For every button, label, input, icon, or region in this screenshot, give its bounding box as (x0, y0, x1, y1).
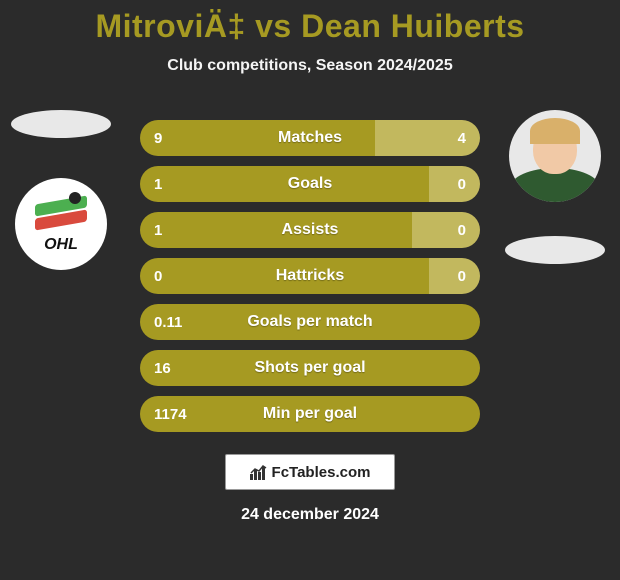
footer-date: 24 december 2024 (0, 506, 620, 524)
stat-row: 00Hattricks (140, 258, 480, 294)
stat-right-bar: 0 (429, 258, 480, 294)
stat-left-bar: 1 (140, 166, 429, 202)
subtitle: Club competitions, Season 2024/2025 (0, 57, 620, 75)
stat-row: 0.11Goals per match (140, 304, 480, 340)
stat-row: 94Matches (140, 120, 480, 156)
stat-right-value: 0 (444, 222, 480, 239)
logo-text: OHL (44, 236, 78, 254)
stat-left-value: 1174 (140, 406, 201, 423)
stats-bars: 94Matches10Goals10Assists00Hattricks0.11… (140, 120, 480, 442)
page-title: MitroviÄ‡ vs Dean Huiberts (0, 0, 620, 45)
stat-right-bar: 0 (412, 212, 480, 248)
stat-left-value: 1 (140, 176, 176, 193)
stat-row: 16Shots per goal (140, 350, 480, 386)
right-player-avatar (509, 110, 601, 202)
stat-left-bar: 1 (140, 212, 412, 248)
stat-left-value: 1 (140, 222, 176, 239)
logo-dot (69, 192, 81, 204)
chart-icon (250, 464, 268, 480)
stat-right-value: 0 (444, 176, 480, 193)
right-player-column (500, 110, 610, 264)
site-badge: FcTables.com (225, 454, 395, 490)
left-club-logo: OHL (15, 178, 107, 270)
stat-left-bar: 0.11 (140, 304, 480, 340)
stat-right-value: 4 (444, 130, 480, 147)
stat-row: 10Goals (140, 166, 480, 202)
stat-right-value: 0 (444, 268, 480, 285)
stat-row: 10Assists (140, 212, 480, 248)
stat-left-value: 0.11 (140, 314, 196, 331)
right-club-avatar (505, 236, 605, 264)
stat-left-value: 0 (140, 268, 176, 285)
stat-left-value: 9 (140, 130, 176, 147)
stat-left-bar: 16 (140, 350, 480, 386)
stat-left-bar: 0 (140, 258, 429, 294)
stat-right-bar: 4 (375, 120, 480, 156)
left-player-avatar (11, 110, 111, 138)
stat-left-value: 16 (140, 360, 185, 377)
site-badge-text: FcTables.com (272, 464, 371, 481)
stat-left-bar: 1174 (140, 396, 480, 432)
left-player-column: OHL (6, 110, 116, 270)
stat-right-bar: 0 (429, 166, 480, 202)
stat-left-bar: 9 (140, 120, 375, 156)
stat-row: 1174Min per goal (140, 396, 480, 432)
